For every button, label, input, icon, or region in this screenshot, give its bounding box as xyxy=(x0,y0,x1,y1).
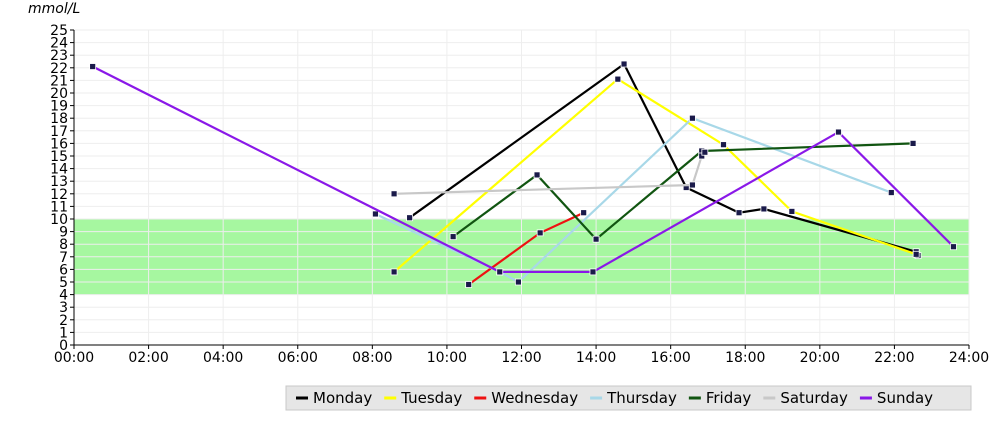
data-point xyxy=(536,229,544,237)
data-point xyxy=(950,243,957,251)
data-point xyxy=(689,114,696,122)
x-tick-label: 00:00 xyxy=(54,350,94,366)
series-saturday xyxy=(390,148,709,198)
y-tick-label: 11 xyxy=(50,199,68,215)
y-tick-label: 25 xyxy=(50,23,68,39)
data-point xyxy=(89,63,97,70)
legend-entry: Sunday xyxy=(877,389,933,407)
data-point xyxy=(372,210,379,218)
x-tick-label: 04:00 xyxy=(203,350,243,366)
data-point xyxy=(788,208,796,215)
series-layer xyxy=(89,60,957,288)
data-point xyxy=(390,268,398,276)
x-tick-label: 16:00 xyxy=(650,350,690,366)
data-point xyxy=(701,148,709,156)
data-point xyxy=(589,268,597,276)
data-point xyxy=(580,209,588,217)
y-tick-label: 16 xyxy=(50,136,68,152)
legend-entry: Monday xyxy=(313,389,372,407)
y-tick-label: 14 xyxy=(50,162,68,178)
y-tick-label: 17 xyxy=(50,124,68,140)
y-tick-label: 19 xyxy=(50,99,68,115)
y-tick-label: 0 xyxy=(59,338,68,354)
data-point xyxy=(912,250,920,258)
data-point xyxy=(592,235,600,243)
data-point xyxy=(449,233,457,241)
x-tick-label: 08:00 xyxy=(352,350,392,366)
y-tick-label: 13 xyxy=(50,174,68,190)
data-point xyxy=(909,139,917,147)
y-tick-label: 21 xyxy=(50,73,68,89)
y-tick-label: 8 xyxy=(59,237,68,253)
data-point xyxy=(620,60,628,68)
data-point xyxy=(720,141,727,149)
y-tick-label: 12 xyxy=(50,187,68,203)
series-tuesday xyxy=(390,75,920,276)
x-tick-label: 12:00 xyxy=(501,350,541,366)
legend-box xyxy=(285,385,972,411)
grid xyxy=(74,29,970,345)
data-point xyxy=(760,205,768,213)
legend-entry: Friday xyxy=(706,389,752,407)
y-axis-ticks: 0123456789101112131415161718192021222324… xyxy=(50,23,74,354)
y-tick-label: 23 xyxy=(50,48,68,64)
legend-entry: Tuesday xyxy=(400,389,462,407)
data-point xyxy=(735,209,743,217)
x-tick-label: 18:00 xyxy=(725,350,765,366)
y-tick-label: 10 xyxy=(50,212,68,228)
y-tick-label: 20 xyxy=(50,86,68,102)
x-tick-label: 02:00 xyxy=(128,350,168,366)
data-point xyxy=(614,75,622,83)
data-point xyxy=(533,171,541,179)
y-tick-label: 24 xyxy=(50,36,68,52)
y-tick-label: 3 xyxy=(59,300,68,316)
data-point xyxy=(496,268,504,276)
data-point xyxy=(465,281,473,288)
x-tick-label: 22:00 xyxy=(874,350,914,366)
data-point xyxy=(887,189,895,196)
legend-entry: Saturday xyxy=(780,389,848,407)
y-tick-label: 4 xyxy=(59,288,68,304)
y-tick-label: 7 xyxy=(59,250,68,266)
y-axis-unit-label: mmol/L xyxy=(28,1,80,17)
y-tick-label: 5 xyxy=(59,275,68,291)
y-tick-label: 6 xyxy=(59,262,68,278)
y-tick-label: 2 xyxy=(59,313,68,329)
legend-entry: Thursday xyxy=(606,389,677,407)
y-tick-label: 1 xyxy=(59,325,68,341)
legend-entry: Wednesday xyxy=(491,389,578,407)
x-tick-label: 24:00 xyxy=(949,350,989,366)
x-tick-label: 20:00 xyxy=(800,350,840,366)
x-axis-ticks: 00:00 02:00 04:00 06:00 08:00 10:00 12:00 14:00… xyxy=(54,345,989,366)
series-sunday xyxy=(89,63,957,276)
x-tick-label: 14:00 xyxy=(576,350,616,366)
x-tick-label: 10:00 xyxy=(427,350,467,366)
data-point xyxy=(689,181,696,189)
data-point xyxy=(390,190,398,198)
data-point xyxy=(406,214,414,222)
y-tick-label: 15 xyxy=(50,149,68,165)
y-tick-label: 22 xyxy=(50,61,68,77)
data-point xyxy=(835,128,842,136)
x-tick-label: 06:00 xyxy=(278,350,318,366)
y-tick-label: 9 xyxy=(59,225,68,241)
y-tick-label: 18 xyxy=(50,111,68,127)
data-point xyxy=(514,278,522,286)
legend: Monday Tuesday Wednesday Thursday Friday Satu… xyxy=(285,385,972,411)
